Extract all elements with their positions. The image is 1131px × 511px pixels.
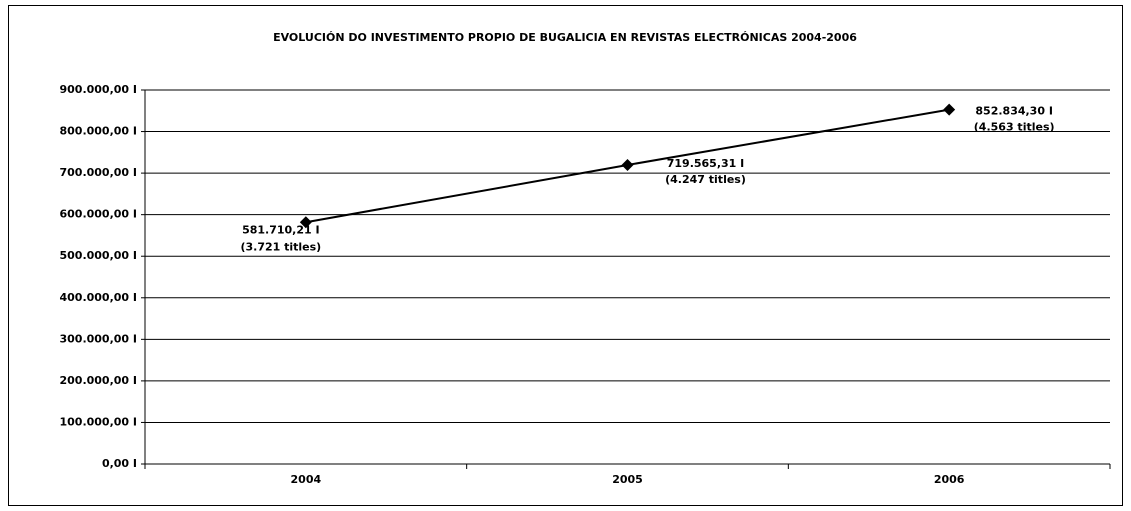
data-label: 719.565,31 I	[667, 157, 745, 170]
y-tick-label: 800.000,00 I	[59, 125, 137, 138]
marker	[943, 103, 956, 116]
data-annotation: (4.563 titles)	[974, 121, 1055, 134]
data-annotation: (3.721 titles)	[240, 240, 321, 253]
chart-frame	[8, 5, 1123, 506]
data-label: 581.710,21 I	[242, 223, 320, 236]
data-label: 852.834,30 I	[975, 105, 1053, 118]
y-tick-label: 600.000,00 I	[59, 208, 137, 221]
y-tick-label: 100.000,00 I	[59, 415, 137, 428]
x-tick-label: 2006	[934, 473, 965, 486]
x-tick-label: 2005	[612, 473, 643, 486]
x-tick-label: 2004	[291, 473, 322, 486]
chart-title: EVOLUCIÓN DO INVESTIMENTO PROPIO DE BUGA…	[273, 31, 857, 44]
data-annotation: (4.247 titles)	[665, 173, 746, 186]
y-tick-label: 300.000,00 I	[59, 332, 137, 345]
marker	[621, 158, 634, 171]
y-tick-label: 900.000,00 I	[59, 83, 137, 96]
y-tick-label: 700.000,00 I	[59, 166, 137, 179]
y-tick-label: 0,00 I	[102, 457, 137, 470]
y-tick-label: 500.000,00 I	[59, 249, 137, 262]
marker	[299, 216, 312, 229]
y-tick-label: 200.000,00 I	[59, 374, 137, 387]
y-tick-label: 400.000,00 I	[59, 291, 137, 304]
